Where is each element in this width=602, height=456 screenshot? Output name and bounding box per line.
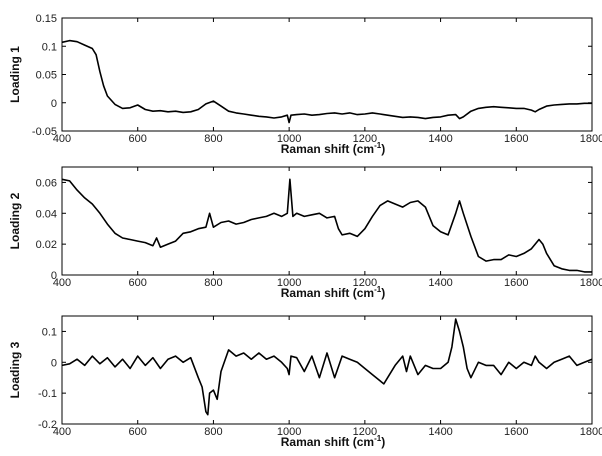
- x-tick-label: 400: [53, 133, 71, 145]
- x-axis-label-text: Raman shift (cm: [281, 142, 374, 156]
- y-tick-label: -0.05: [32, 126, 57, 138]
- x-tick-label: 600: [129, 133, 147, 145]
- y-tick-label: -0.1: [38, 388, 57, 400]
- x-tick-label: 1400: [428, 277, 452, 289]
- x-axis-label-superscript: -1: [374, 434, 382, 443]
- y-tick-label: 0: [51, 270, 57, 282]
- x-tick-label: 1000: [277, 426, 301, 438]
- x-axis-label-text: Raman shift (cm: [281, 286, 374, 300]
- x-tick-label: 1600: [504, 277, 528, 289]
- x-tick-label: 1800: [580, 426, 602, 438]
- x-axis-label-close: ): [381, 435, 385, 449]
- x-tick-label: 1200: [353, 133, 377, 145]
- x-tick-label: 1600: [504, 133, 528, 145]
- loading-curve: [61, 178, 592, 273]
- x-tick-label: 1400: [428, 133, 452, 145]
- x-axis-label-superscript: -1: [374, 141, 382, 150]
- y-tick-label: 0.1: [42, 326, 57, 338]
- x-axis-label-text: Raman shift (cm: [281, 435, 374, 449]
- x-tick-label: 1400: [428, 426, 452, 438]
- x-tick-label: 1000: [277, 133, 301, 145]
- loading-1-panel: 400 600 800 1000 1200 1400 1600 1800 -0.05 0 0.05 0…: [8, 13, 602, 156]
- y-tick-label: 0: [51, 98, 57, 110]
- y-tick-label: 0.06: [36, 177, 57, 189]
- y-tick-label: 0.02: [36, 239, 57, 251]
- x-tick-label: 1800: [580, 133, 602, 145]
- loading-2-panel: 400 600 800 1000 1200 1400 1600 1800 0 0.02 0.04 0.…: [8, 166, 602, 300]
- y-axis-label: Loading 3: [8, 341, 22, 398]
- y-tick-label: 0: [51, 357, 57, 369]
- x-axis-label-superscript: -1: [374, 285, 382, 294]
- x-axis-label: Raman shift (cm-1): [281, 141, 385, 156]
- x-tick-label: 1200: [353, 277, 377, 289]
- x-axis-label-close: ): [381, 142, 385, 156]
- x-axis-label: Raman shift (cm-1): [281, 434, 385, 449]
- x-tick-label: 800: [204, 133, 222, 145]
- x-axis-label: Raman shift (cm-1): [281, 285, 385, 300]
- y-tick-label: 0.05: [36, 70, 57, 82]
- x-axis-label-close: ): [381, 286, 385, 300]
- y-axis-label: Loading 1: [8, 46, 22, 103]
- plot-frame: [61, 315, 593, 425]
- x-tick-label: 400: [53, 426, 71, 438]
- y-tick-label: 0.15: [36, 13, 57, 25]
- x-tick-label: 1600: [504, 426, 528, 438]
- x-tick-label: 1200: [353, 426, 377, 438]
- loading-curve: [61, 318, 593, 416]
- plot-frame: [61, 166, 593, 276]
- y-tick-label: 0.1: [42, 41, 57, 53]
- x-tick-label: 1000: [277, 277, 301, 289]
- y-axis-label: Loading 2: [8, 192, 22, 249]
- y-tick-label: -0.2: [38, 419, 57, 431]
- x-tick-label: 600: [129, 277, 147, 289]
- x-tick-label: 800: [204, 426, 222, 438]
- loading-3-panel: 400 600 800 1000 1200 1400 1600 1800 -0.2 -0.1 0 0.…: [8, 315, 602, 449]
- x-tick-label: 1800: [580, 277, 602, 289]
- x-tick-label: 400: [53, 277, 71, 289]
- x-tick-label: 800: [204, 277, 222, 289]
- loading-curve: [61, 39, 592, 124]
- x-tick-label: 600: [129, 426, 147, 438]
- y-tick-label: 0.04: [36, 208, 57, 220]
